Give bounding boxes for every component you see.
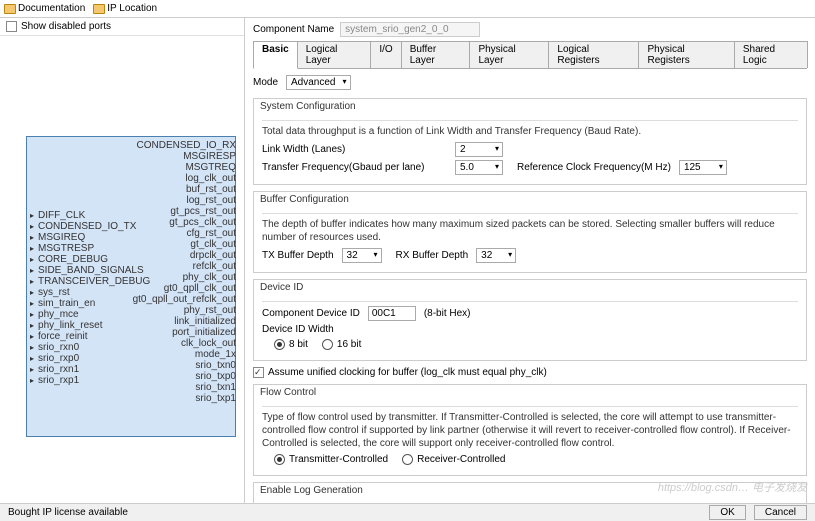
- port-gt_pcs_rst_out: gt_pcs_rst_out: [133, 206, 236, 217]
- mode-select[interactable]: Advanced: [286, 75, 350, 90]
- port-gt_pcs_clk_out: gt_pcs_clk_out: [133, 217, 236, 228]
- doc-folder-icon: [4, 4, 16, 14]
- port-srio_txp0: srio_txp0: [133, 371, 236, 382]
- ip-folder-icon: [93, 4, 105, 14]
- flow-tx-label: Transmitter-Controlled: [289, 454, 388, 465]
- rx-buf-label: RX Buffer Depth: [396, 250, 469, 261]
- port-cfg_rst_out: cfg_rst_out: [133, 228, 236, 239]
- flow-rx-radio[interactable]: [402, 454, 413, 465]
- port-port_initialized: port_initialized: [133, 327, 236, 338]
- port-srio_txn0: srio_txn0: [133, 360, 236, 371]
- port-link_initialized: link_initialized: [133, 316, 236, 327]
- port-gt0_qpll_clk_out: gt0_qpll_clk_out: [133, 283, 236, 294]
- component-name-input: system_srio_gen2_0_0: [340, 22, 480, 37]
- port-log_clk_out: log_clk_out: [133, 173, 236, 184]
- link-width-select[interactable]: 2: [455, 142, 503, 157]
- devid-16bit-radio[interactable]: [322, 339, 333, 350]
- comp-devid-label: Component Device ID: [262, 308, 360, 319]
- port-phy_clk_out: phy_clk_out: [133, 272, 236, 283]
- tab-basic[interactable]: Basic: [253, 41, 298, 69]
- ref-clk-label: Reference Clock Frequency(M Hz): [517, 162, 671, 173]
- tx-buf-label: TX Buffer Depth: [262, 250, 334, 261]
- port-srio_txp1: srio_txp1: [133, 393, 236, 404]
- tab-buffer-layer[interactable]: Buffer Layer: [401, 41, 471, 68]
- comp-devid-hint: (8-bit Hex): [424, 308, 471, 319]
- port-buf_rst_out: buf_rst_out: [133, 184, 236, 195]
- show-disabled-label: Show disabled ports: [21, 21, 111, 32]
- xfer-freq-select[interactable]: 5.0: [455, 160, 503, 175]
- port-gt0_qpll_out_refclk_out: gt0_qpll_out_refclk_out: [133, 294, 236, 305]
- mode-label: Mode: [253, 77, 278, 88]
- flow-rx-label: Receiver-Controlled: [417, 454, 505, 465]
- tab-logical-layer[interactable]: Logical Layer: [297, 41, 372, 68]
- documentation-link[interactable]: Documentation: [18, 3, 85, 14]
- port-drpclk_out: drpclk_out: [133, 250, 236, 261]
- devid-8bit-label: 8 bit: [289, 339, 308, 350]
- tab-shared-logic[interactable]: Shared Logic: [734, 41, 808, 68]
- cancel-button[interactable]: Cancel: [754, 505, 807, 520]
- unified-clocking-checkbox[interactable]: [253, 367, 264, 378]
- buf-conf-desc: The depth of buffer indicates how many m…: [262, 218, 798, 244]
- port-condensed_io_rx: CONDENSED_IO_RX: [133, 140, 236, 151]
- component-name-label: Component Name: [253, 24, 334, 35]
- watermark: https://blog.csdn… 电子发烧友: [658, 479, 807, 495]
- flow-title: Flow Control: [254, 385, 806, 400]
- sys-conf-title: System Configuration: [254, 99, 806, 114]
- devid-width-label: Device ID Width: [262, 324, 334, 335]
- show-disabled-checkbox[interactable]: [6, 21, 17, 32]
- port-phy_rst_out: phy_rst_out: [133, 305, 236, 316]
- port-mode_1x: mode_1x: [133, 349, 236, 360]
- unified-clocking-label: Assume unified clocking for buffer (log_…: [268, 367, 547, 378]
- ref-clk-select[interactable]: 125: [679, 160, 727, 175]
- link-width-label: Link Width (Lanes): [262, 144, 447, 155]
- port-srio_txn1: srio_txn1: [133, 382, 236, 393]
- devid-16bit-label: 16 bit: [337, 339, 361, 350]
- port-msgtreq: MSGTREQ: [133, 162, 236, 173]
- tab-physical-registers[interactable]: Physical Registers: [638, 41, 734, 68]
- port-refclk_out: refclk_out: [133, 261, 236, 272]
- xfer-freq-label: Transfer Frequency(Gbaud per lane): [262, 162, 447, 173]
- tab-physical-layer[interactable]: Physical Layer: [469, 41, 549, 68]
- device-id-title: Device ID: [254, 280, 806, 295]
- tab-i/o[interactable]: I/O: [370, 41, 401, 68]
- tab-logical-registers[interactable]: Logical Registers: [548, 41, 639, 68]
- buf-conf-title: Buffer Configuration: [254, 192, 806, 207]
- devid-8bit-radio[interactable]: [274, 339, 285, 350]
- sys-conf-desc: Total data throughput is a function of L…: [262, 125, 798, 138]
- port-clk_lock_out: clk_lock_out: [133, 338, 236, 349]
- flow-tx-radio[interactable]: [274, 454, 285, 465]
- ip-symbol-diagram: DIFF_CLKCONDENSED_IO_TXMSGIREQMSGTRESPCO…: [0, 36, 244, 503]
- port-log_rst_out: log_rst_out: [133, 195, 236, 206]
- flow-desc: Type of flow control used by transmitter…: [262, 411, 798, 450]
- port-gt_clk_out: gt_clk_out: [133, 239, 236, 250]
- ip-location-link[interactable]: IP Location: [107, 3, 157, 14]
- tx-buf-select[interactable]: 32: [342, 248, 382, 263]
- rx-buf-select[interactable]: 32: [476, 248, 516, 263]
- ok-button[interactable]: OK: [709, 505, 745, 520]
- port-msgiresp: MSGIRESP: [133, 151, 236, 162]
- license-status: Bought IP license available: [8, 507, 128, 518]
- comp-devid-input[interactable]: [368, 306, 416, 321]
